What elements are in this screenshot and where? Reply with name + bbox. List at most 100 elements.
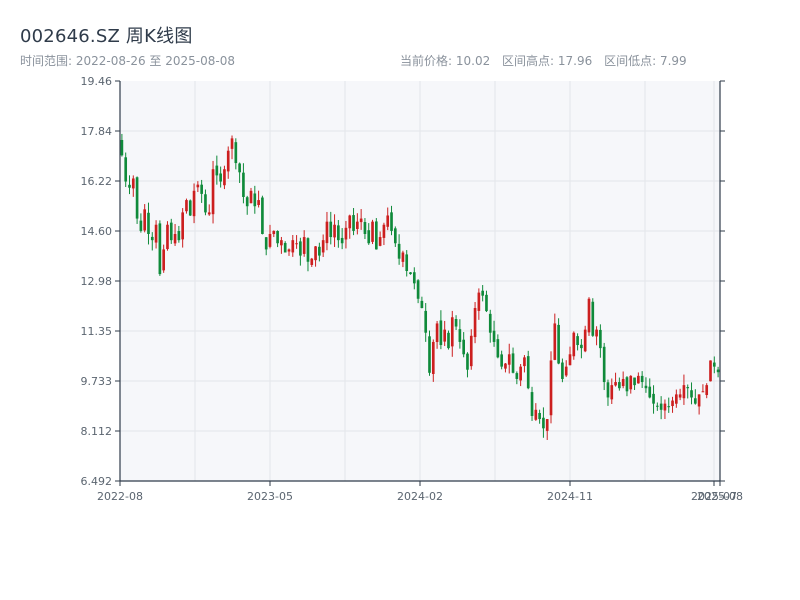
candle	[192, 183, 196, 224]
candle-body	[473, 308, 477, 338]
candle	[181, 208, 184, 248]
candle	[207, 204, 211, 216]
candle-body	[356, 221, 359, 229]
candle-body	[371, 221, 374, 242]
y-tick-label: 8.112	[81, 425, 113, 438]
candle	[412, 267, 416, 290]
candle-body	[257, 200, 260, 205]
candle-body	[663, 403, 667, 411]
candle-body	[507, 354, 511, 365]
candle-body	[200, 184, 203, 194]
candle-body	[386, 215, 390, 227]
candle-body	[576, 336, 579, 346]
candle-body	[283, 242, 287, 253]
range-high-label: 区间高点: 17.96	[502, 54, 593, 68]
candle	[211, 160, 215, 224]
candle-body	[306, 238, 310, 262]
candle	[675, 389, 678, 408]
candle-body	[602, 346, 606, 383]
candle	[637, 372, 640, 384]
candle	[576, 333, 579, 351]
candle	[663, 399, 667, 420]
candle	[386, 207, 390, 231]
candle	[523, 355, 526, 373]
candle-body	[485, 294, 488, 312]
candle-body	[443, 329, 447, 342]
candle-body	[401, 252, 405, 262]
y-tick-label: 11.35	[81, 325, 113, 338]
candle-body	[492, 330, 496, 342]
candle	[356, 213, 359, 235]
candle-body	[299, 241, 302, 256]
candle-body	[545, 419, 549, 431]
candle	[629, 375, 633, 394]
x-tick-label: 2024-02	[397, 490, 443, 503]
candle	[154, 220, 158, 249]
x-tick-label: 2025-08	[697, 490, 743, 503]
candle-body	[181, 212, 184, 240]
candle	[466, 352, 469, 378]
candle-body	[469, 335, 473, 367]
candle-body	[378, 237, 382, 246]
candle	[367, 223, 371, 245]
candle	[333, 214, 336, 247]
range-low-label: 区间低点: 7.99	[604, 54, 687, 68]
candle-body	[367, 230, 371, 244]
candle-body	[302, 237, 306, 254]
y-tick-label: 12.98	[81, 275, 113, 288]
candle-body	[359, 218, 363, 223]
candle	[416, 279, 420, 304]
candle-body	[583, 329, 587, 352]
candle-body	[177, 231, 181, 241]
candle	[659, 396, 663, 420]
candle-body	[447, 332, 450, 349]
candle	[363, 218, 367, 240]
candle	[397, 234, 401, 265]
candle-body	[242, 172, 245, 197]
candle	[135, 176, 139, 224]
candle	[447, 330, 450, 350]
candle	[230, 135, 234, 160]
candle-body	[348, 215, 352, 229]
candle	[371, 219, 374, 245]
candle-body	[568, 354, 572, 366]
candle	[166, 221, 169, 251]
candle	[454, 315, 458, 330]
candle-body	[629, 375, 633, 390]
candle	[272, 230, 276, 238]
candle-body	[238, 163, 241, 173]
candle	[431, 339, 435, 382]
candle	[249, 187, 253, 204]
candle	[481, 285, 484, 302]
candle-body	[587, 298, 591, 333]
candle-body	[614, 382, 617, 386]
candle	[276, 230, 279, 248]
candle	[526, 350, 530, 390]
candle	[485, 290, 488, 313]
candle	[705, 383, 709, 399]
candle	[393, 226, 397, 247]
candle-body	[185, 200, 188, 212]
candle	[314, 246, 317, 267]
candle	[162, 244, 165, 273]
candle-body	[519, 366, 522, 381]
candle-body	[682, 385, 686, 399]
candle	[253, 185, 257, 214]
candle	[439, 310, 443, 350]
candle	[128, 175, 131, 195]
candle	[245, 195, 249, 215]
candle	[378, 231, 382, 247]
candle-body	[223, 169, 226, 186]
candle	[701, 384, 705, 393]
candle-body	[207, 212, 211, 215]
axes: 19.46 17.84 16.22 14.60 12.98 11.35 9.733 8.112…	[81, 75, 743, 503]
price-stats: 当前价格: 10.02 区间高点: 17.96 区间低点: 7.99	[400, 52, 695, 69]
candle	[599, 324, 602, 358]
candle-body	[230, 138, 234, 149]
candle-body	[204, 194, 207, 213]
candle	[633, 377, 636, 390]
candle-body	[621, 378, 625, 387]
candle	[405, 250, 409, 277]
candle	[215, 155, 219, 185]
